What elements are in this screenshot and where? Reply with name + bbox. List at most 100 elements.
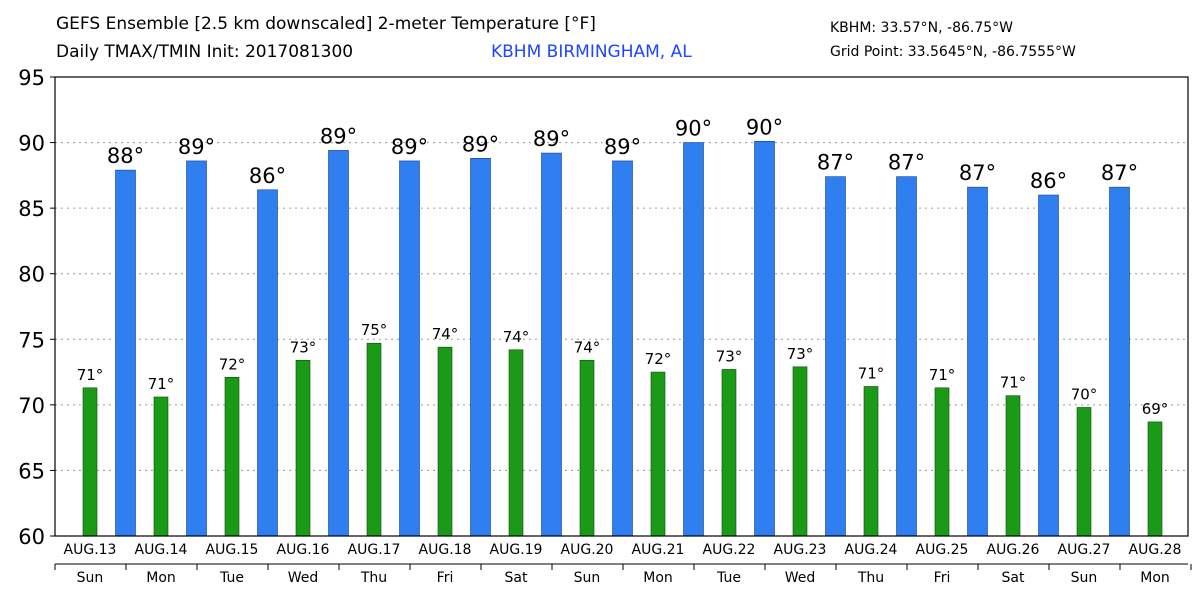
tmin-bar: [437, 346, 453, 537]
tmin-value-label: 72°: [219, 355, 246, 373]
tmax-value-label: 89°: [391, 135, 428, 159]
tmax-bar: [612, 160, 633, 537]
tmax-bar: [754, 140, 775, 537]
date-label: AUG.21: [632, 542, 685, 558]
tmax-value-label: 87°: [817, 151, 854, 175]
date-label: AUG.13: [64, 542, 117, 558]
tmin-bar: [295, 359, 311, 537]
weekday-label: Mon: [146, 570, 176, 586]
y-tick-label: 90: [18, 132, 45, 156]
tmin-value-label: 75°: [361, 321, 388, 339]
weekday-label: Fri: [934, 570, 951, 586]
data-labels: 71° 71° 72° 73° 75° 74° 74° 74° 72° 73° 73° 71° 71° 7…: [77, 115, 1169, 418]
tmin-bar: [1076, 407, 1092, 537]
tmin-value-label: 73°: [290, 338, 317, 356]
y-tick-label: 80: [18, 263, 45, 287]
date-label: AUG.28: [1129, 542, 1182, 558]
tmax-value-label: 89°: [178, 135, 215, 159]
tmin-value-label: 71°: [148, 375, 175, 393]
station-name: KBHM BIRMINGHAM, AL: [491, 42, 692, 62]
chart-title: GEFS Ensemble [2.5 km downscaled] 2-mete…: [56, 14, 596, 34]
date-label: AUG.14: [135, 542, 188, 558]
weekday-label: Sun: [1071, 570, 1098, 586]
tmin-value-label: 74°: [432, 325, 459, 343]
weekday-label: Sat: [1002, 570, 1025, 586]
tmin-bar: [224, 377, 240, 537]
tmax-bar: [967, 186, 988, 537]
weekday-label: Mon: [1140, 570, 1170, 586]
tmax-value-label: 86°: [1030, 169, 1067, 193]
y-tick-label: 65: [18, 459, 45, 483]
date-label: AUG.25: [916, 542, 969, 558]
tmax-bar: [1038, 194, 1059, 537]
tmin-bar: [508, 349, 524, 537]
tmin-value-label: 71°: [1000, 374, 1027, 392]
tmin-bar: [650, 371, 666, 537]
tmin-bar: [1147, 421, 1163, 537]
tmax-value-label: 88°: [107, 144, 144, 168]
date-label: AUG.16: [277, 542, 330, 558]
weekday-label: Tue: [219, 570, 244, 586]
tmin-value-label: 74°: [574, 338, 601, 356]
date-label: AUG.19: [490, 542, 543, 558]
tmax-value-label: 89°: [533, 127, 570, 151]
axes: 60 65 70 75 80 85 90 95 AUG.13 Sun AUG.14 Mon AUG.15…: [18, 66, 1192, 586]
tmin-value-label: 73°: [787, 345, 814, 363]
tmax-value-label: 86°: [249, 164, 286, 188]
tmax-bar: [1109, 186, 1130, 537]
tmax-value-label: 90°: [746, 115, 783, 139]
date-label: AUG.20: [561, 542, 614, 558]
tmin-value-label: 71°: [929, 366, 956, 384]
weekday-label: Tue: [716, 570, 741, 586]
weekday-label: Sun: [574, 570, 601, 586]
tmax-bar: [328, 150, 349, 537]
y-tick-label: 85: [18, 197, 45, 221]
weekday-label: Fri: [437, 570, 454, 586]
tmin-bar: [863, 386, 879, 537]
station-coordinates: KBHM: 33.57°N, -86.75°W: [830, 20, 1013, 36]
tmax-bar: [896, 176, 917, 537]
grid-point-coordinates: Grid Point: 33.5645°N, -86.7555°W: [830, 44, 1076, 60]
tmin-value-label: 71°: [77, 366, 104, 384]
tmax-bar: [541, 152, 562, 537]
tmin-bar: [721, 369, 737, 537]
tmin-value-label: 71°: [858, 364, 885, 382]
tmin-value-label: 69°: [1142, 400, 1169, 418]
tmin-bar: [579, 359, 595, 537]
date-label: AUG.22: [703, 542, 756, 558]
tmax-value-label: 87°: [888, 151, 925, 175]
tmax-value-label: 89°: [462, 132, 499, 156]
tmin-value-label: 70°: [1071, 385, 1098, 403]
tmin-bar: [792, 366, 808, 537]
weekday-label: Thu: [857, 570, 884, 586]
plot-frame: [54, 76, 1189, 537]
tmax-bar: [825, 176, 846, 537]
date-label: AUG.23: [774, 542, 827, 558]
weekday-label: Mon: [643, 570, 673, 586]
tmax-bar: [399, 160, 420, 537]
date-label: AUG.27: [1058, 542, 1111, 558]
tmin-value-label: 74°: [503, 328, 530, 346]
date-label: AUG.24: [845, 542, 898, 558]
y-tick-label: 95: [18, 66, 45, 90]
tmin-value-label: 72°: [645, 350, 672, 368]
y-tick-label: 75: [18, 328, 45, 352]
weekday-label: Wed: [785, 570, 816, 586]
y-tick-label: 70: [18, 394, 45, 418]
tmax-bar: [683, 142, 704, 537]
tmax-value-label: 89°: [320, 124, 357, 148]
tmax-bar: [257, 189, 278, 537]
weekday-label: Sun: [77, 570, 104, 586]
date-label: AUG.26: [987, 542, 1040, 558]
tmin-bar: [934, 387, 950, 537]
weekday-label: Sat: [505, 570, 528, 586]
tmin-bar: [366, 342, 382, 537]
tmin-value-label: 73°: [716, 347, 743, 365]
chart-subtitle: Daily TMAX/TMIN Init: 2017081300: [56, 42, 354, 62]
tmax-value-label: 89°: [604, 135, 641, 159]
tmax-bar: [115, 169, 136, 537]
y-tick-label: 60: [18, 525, 45, 549]
tmax-value-label: 87°: [959, 161, 996, 185]
tmax-value-label: 90°: [675, 117, 712, 141]
